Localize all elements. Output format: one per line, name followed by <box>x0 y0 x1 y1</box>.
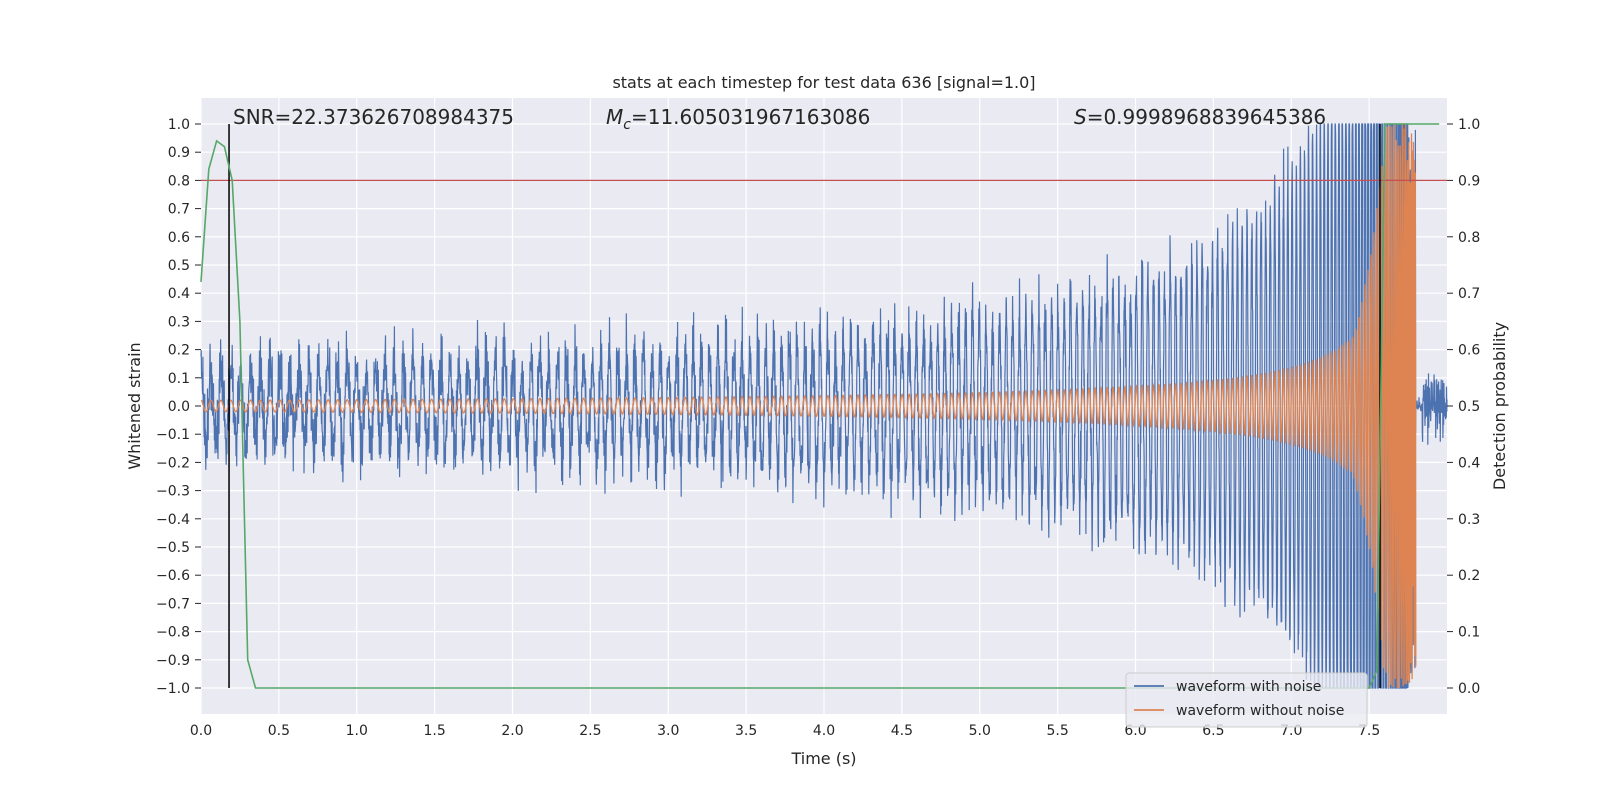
y2-tick-label: 0.4 <box>1458 455 1480 471</box>
x-tick-label: 0.5 <box>268 723 290 739</box>
x-tick-label: 3.0 <box>657 723 679 739</box>
chart-title: stats at each timestep for test data 636… <box>612 73 1035 92</box>
y2-tick-label: 0.5 <box>1458 399 1480 415</box>
x-tick-label: 1.5 <box>423 723 445 739</box>
y-tick-label: −0.5 <box>156 540 190 556</box>
y2-tick-label: 0.2 <box>1458 568 1480 584</box>
y-tick-label: −1.0 <box>156 681 190 697</box>
legend: waveform with noise waveform without noi… <box>1125 672 1368 728</box>
y2-axis-label: Detection probability <box>1490 322 1509 490</box>
y-tick-label: 1.0 <box>168 117 190 133</box>
x-tick-label: 4.5 <box>891 723 913 739</box>
y-tick-label: −0.1 <box>156 427 190 443</box>
y-tick-label: 0.2 <box>168 343 190 359</box>
annotation-snr: SNR=22.373626708984375 <box>233 105 514 129</box>
y-tick-label: −0.3 <box>156 484 190 500</box>
y-tick-label: −0.2 <box>156 455 190 471</box>
series-waveform-with-noise <box>200 123 1448 689</box>
y2-tick-label: 0.8 <box>1458 230 1480 246</box>
x-tick-label: 3.5 <box>735 723 757 739</box>
annotation-s: S=0.9998968839645386 <box>1074 105 1326 129</box>
y2-tick-label: 0.3 <box>1458 512 1480 528</box>
annotation-chirp-mass: Mc=11.605031967163086 <box>606 105 870 133</box>
y-tick-label: −0.7 <box>156 596 190 612</box>
y-tick-label: 0.8 <box>168 173 190 189</box>
y-tick-label: 0.9 <box>168 145 190 161</box>
y2-tick-label: 0.6 <box>1458 343 1480 359</box>
x-tick-label: 1.0 <box>346 723 368 739</box>
y-tick-label: −0.8 <box>156 625 190 641</box>
y-tick-label: 0.6 <box>168 230 190 246</box>
x-tick-label: 5.0 <box>969 723 991 739</box>
legend-label-clean: waveform without noise <box>1176 703 1344 719</box>
y2-tick-label: 1.0 <box>1458 117 1480 133</box>
y-tick-label: 0.4 <box>168 286 190 302</box>
y2-tick-label: 0.9 <box>1458 173 1480 189</box>
y-tick-label: 0.5 <box>168 258 190 274</box>
y-tick-label: 0.0 <box>168 399 190 415</box>
y-axis-label: Whitened strain <box>125 342 144 469</box>
axes: 0.0 0.5 1.0 1.5 2.0 2.5 3.0 3.5 4.0 4.5 5.0 5.5 6.0 6… <box>156 117 1480 739</box>
y-tick-label: −0.6 <box>156 568 190 584</box>
grid <box>200 98 1447 714</box>
x-tick-label: 0.0 <box>190 723 212 739</box>
y2-tick-label: 0.1 <box>1458 625 1480 641</box>
x-tick-label: 4.0 <box>813 723 835 739</box>
y2-tick-label: 0.7 <box>1458 286 1480 302</box>
y-tick-label: 0.7 <box>168 202 190 218</box>
y-tick-label: 0.1 <box>168 371 190 387</box>
legend-label-noisy: waveform with noise <box>1176 679 1321 695</box>
y2-tick-label: 0.0 <box>1458 681 1480 697</box>
data-layer <box>200 123 1448 689</box>
series-waveform-without-noise <box>200 124 1417 689</box>
series-detection-probability <box>200 123 1440 689</box>
x-tick-label: 5.5 <box>1046 723 1068 739</box>
x-tick-label: 2.5 <box>579 723 601 739</box>
y-tick-label: −0.9 <box>156 653 190 669</box>
y-tick-label: 0.3 <box>168 314 190 330</box>
x-axis-label: Time (s) <box>790 749 856 768</box>
x-tick-label: 2.0 <box>501 723 523 739</box>
legend-box <box>1125 672 1368 728</box>
y-tick-label: −0.4 <box>156 512 190 528</box>
